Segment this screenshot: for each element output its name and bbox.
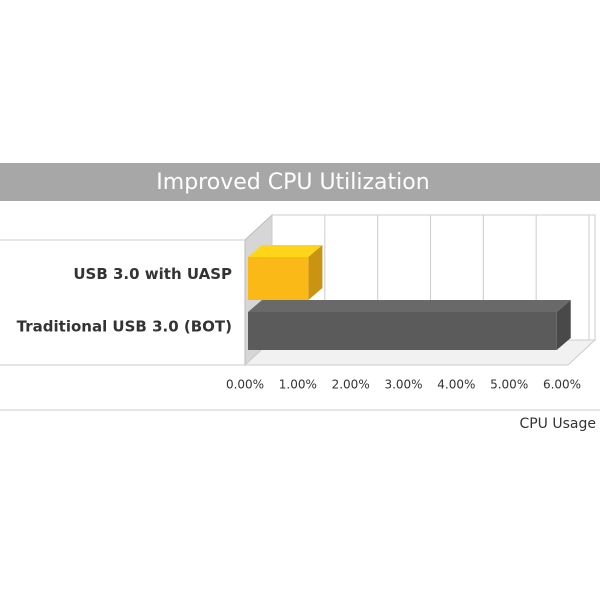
bar	[248, 257, 309, 300]
chart-title: Improved CPU Utilization	[156, 170, 429, 195]
x-tick-label: 2.00%	[332, 378, 370, 392]
title-band	[0, 163, 600, 201]
bar	[248, 312, 557, 350]
x-axis-label: CPU Usage	[519, 416, 596, 432]
bar-top	[248, 300, 571, 312]
bar-side	[308, 245, 323, 300]
category-label: Traditional USB 3.0 (BOT)	[17, 318, 232, 336]
bar-top	[248, 245, 323, 257]
x-tick-label: 0.00%	[226, 378, 264, 392]
x-tick-label: 3.00%	[384, 378, 422, 392]
x-tick-label: 1.00%	[279, 378, 317, 392]
x-tick-label: 5.00%	[490, 378, 528, 392]
category-label: USB 3.0 with UASP	[73, 265, 232, 283]
x-tick-label: 4.00%	[437, 378, 475, 392]
bar-side	[556, 300, 571, 350]
x-tick-label: 6.00%	[543, 378, 581, 392]
